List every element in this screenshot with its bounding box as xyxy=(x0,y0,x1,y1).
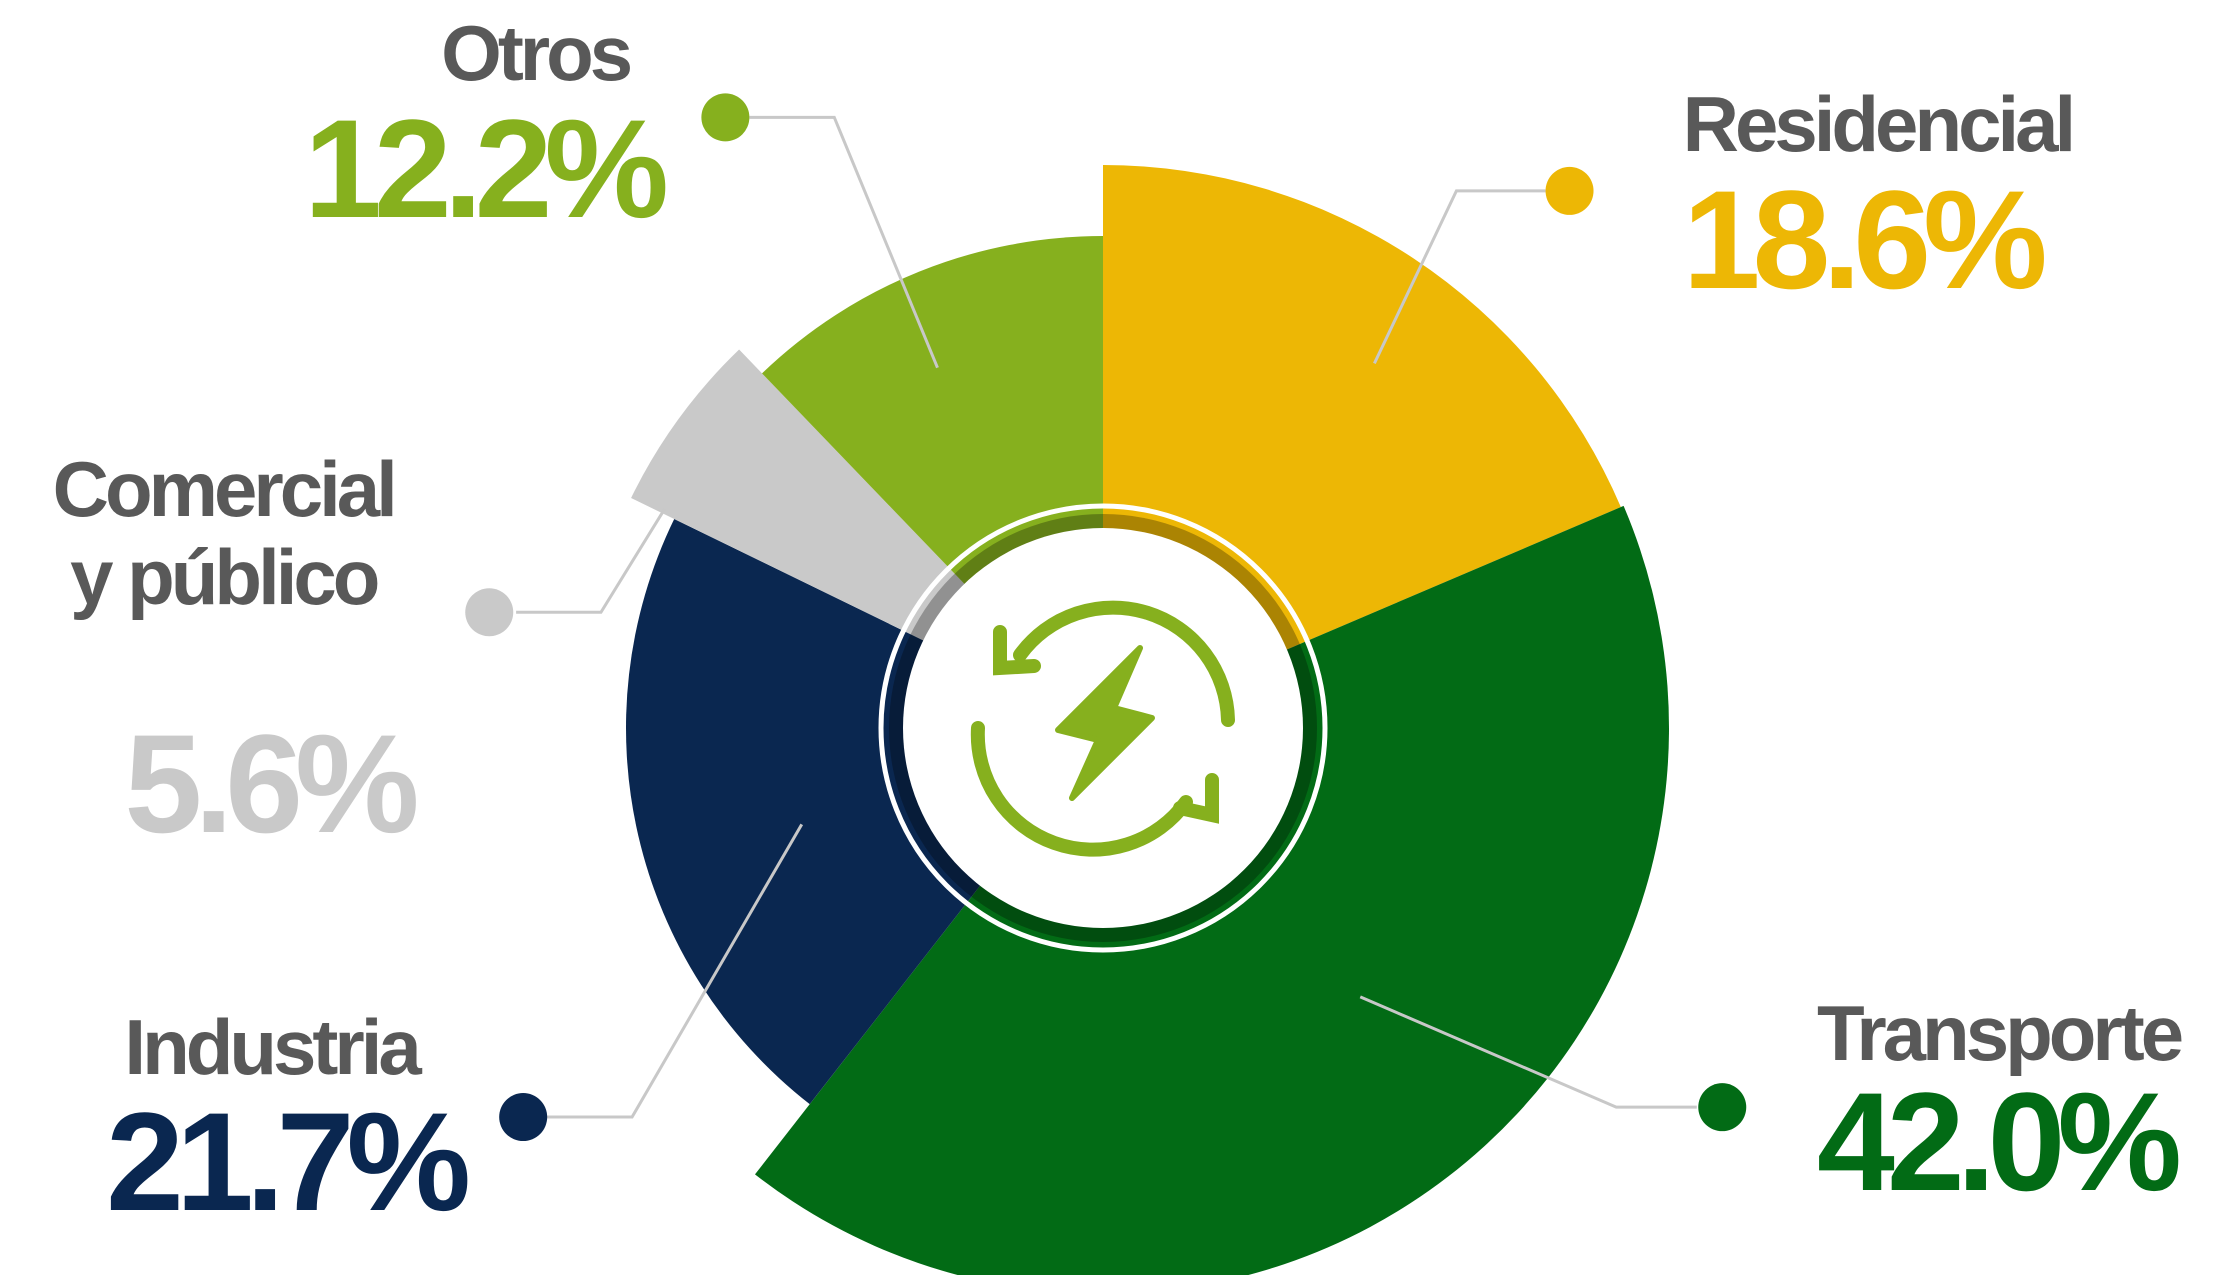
leader-dot xyxy=(701,93,750,142)
leader-dot xyxy=(465,588,514,637)
arrow-head xyxy=(993,625,1041,676)
leader-dot xyxy=(499,1093,548,1142)
value-label: 18.6% xyxy=(1682,160,2048,318)
leader-dot xyxy=(1545,166,1594,215)
arrow-arc xyxy=(1013,600,1235,727)
outer-ring xyxy=(878,503,1328,953)
pie-slice xyxy=(625,519,1103,1105)
arrow-arc xyxy=(970,721,1193,857)
category-label: Transporte xyxy=(1816,989,2184,1078)
value-label: 42.0% xyxy=(1816,1062,2182,1220)
value-label: 21.7% xyxy=(106,1082,471,1240)
leader-line xyxy=(544,823,804,1119)
leader-line xyxy=(749,115,939,369)
arrow-head xyxy=(1173,773,1219,824)
value-label: 5.6% xyxy=(124,705,419,863)
value-label: 12.2% xyxy=(304,89,669,247)
energy-icon xyxy=(970,600,1235,857)
leader-line xyxy=(1373,189,1546,365)
leader-dot xyxy=(1698,1083,1747,1132)
leader-line xyxy=(516,508,666,614)
leader-line xyxy=(1359,995,1697,1109)
category-label: Comercial y público xyxy=(52,445,398,622)
category-label: Residencial xyxy=(1682,79,2077,168)
category-label: Otros xyxy=(441,9,633,98)
lightning-bolt xyxy=(1055,645,1155,801)
category-label: Industria xyxy=(124,1003,421,1092)
leaders xyxy=(465,93,1747,1142)
